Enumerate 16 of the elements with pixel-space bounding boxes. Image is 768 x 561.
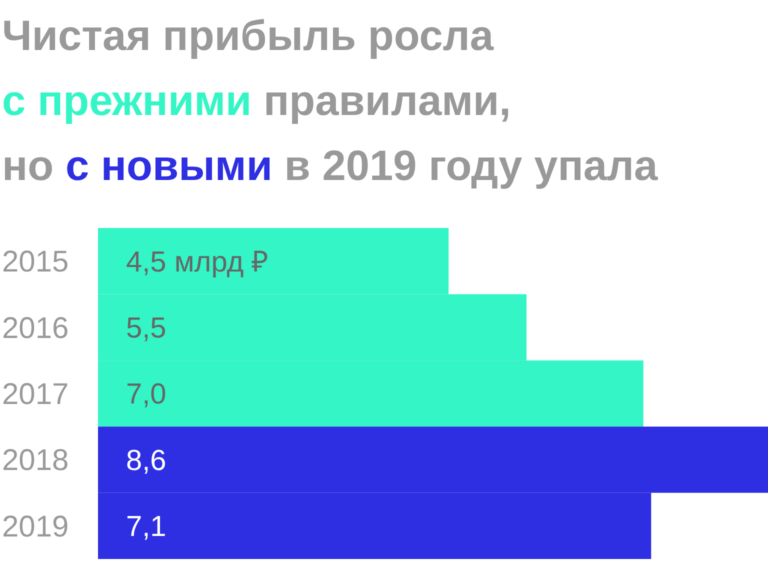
y-tick-label: 2019 <box>2 510 69 544</box>
data-label: 7,0 <box>126 378 166 411</box>
y-tick-label: 2017 <box>2 378 69 411</box>
text: с новыми <box>65 143 273 190</box>
data-label: 4,5 млрд ₽ <box>126 246 269 278</box>
text: в 2019 году упала <box>284 143 658 190</box>
text: но <box>2 143 54 190</box>
text: правилами, <box>263 78 511 125</box>
data-label: 7,1 <box>126 511 166 544</box>
chart-title: Чистая прибыль росла <box>2 13 494 60</box>
text: с прежними <box>2 78 252 125</box>
data-label: 8,6 <box>126 444 166 477</box>
y-tick-label: 2015 <box>2 246 69 279</box>
y-tick-label: 2016 <box>2 312 69 345</box>
y-tick-label: 2018 <box>2 444 69 478</box>
data-label: 5,5 <box>126 312 166 344</box>
